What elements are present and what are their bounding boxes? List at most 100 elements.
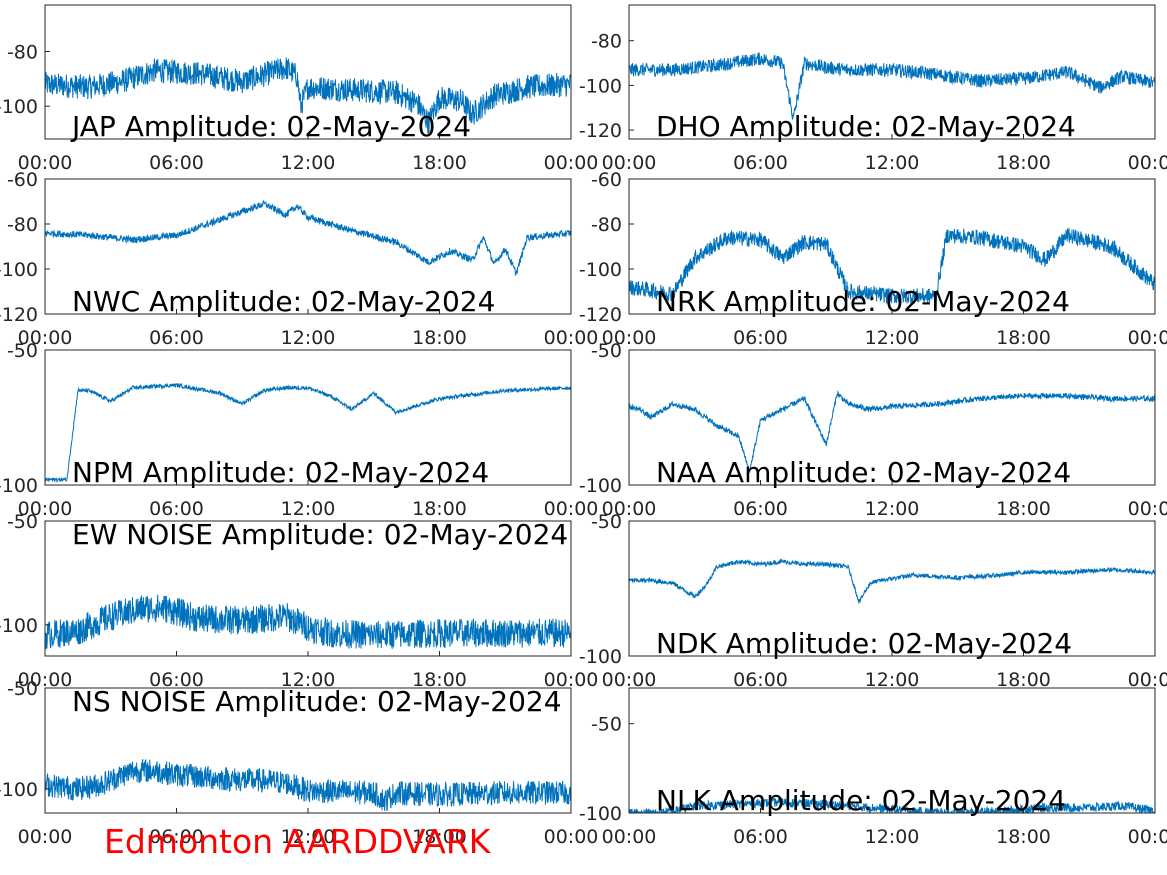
chart-panel: 00:00 06:00 12:00 18:00 00:00 -50 -100 NLK Ampl… <box>579 687 1167 848</box>
x-tick-label: 00:00 <box>18 826 73 848</box>
chart-title: NS NOISE Amplitude: 02-May-2024 <box>72 685 562 718</box>
x-tick-label: 00:00 <box>544 669 599 691</box>
y-tick-label: -50 <box>591 714 622 736</box>
x-tick-label: 12:00 <box>281 327 336 349</box>
chart-panel: 00:00 06:00 12:00 18:00 00:00 -80 -100 JAP Ampl… <box>0 4 599 174</box>
chart-title: NRK Amplitude: 02-May-2024 <box>656 285 1070 318</box>
chart-panel: 00:00 06:00 12:00 18:00 00:00 -50 -100 NAA Ampl… <box>579 340 1167 520</box>
x-tick-label: 18:00 <box>412 152 467 174</box>
chart-title: NPM Amplitude: 02-May-2024 <box>72 456 489 489</box>
chart-panel: 00:00 06:00 12:00 18:00 00:00 -50 -100 NDK Ampl… <box>579 511 1167 691</box>
x-tick-label: 00:00 <box>1128 327 1167 349</box>
x-tick-label: 18:00 <box>412 826 467 848</box>
x-tick-label: 00:00 <box>602 152 657 174</box>
x-tick-label: 12:00 <box>865 669 920 691</box>
chart-title: NWC Amplitude: 02-May-2024 <box>72 285 495 318</box>
chart-title: EW NOISE Amplitude: 02-May-2024 <box>72 518 568 551</box>
x-tick-label: 12:00 <box>281 498 336 520</box>
amplitude-series-line <box>45 759 571 812</box>
y-tick-label: -50 <box>591 340 622 362</box>
y-tick-label: -60 <box>591 169 622 191</box>
x-tick-label: 00:00 <box>544 498 599 520</box>
amplitude-series-line <box>45 594 571 650</box>
x-tick-label: 00:00 <box>1128 669 1167 691</box>
y-tick-label: -100 <box>579 475 622 497</box>
x-tick-label: 12:00 <box>865 498 920 520</box>
chart-panel: 00:00 06:00 12:00 18:00 00:00 -50 -100 NPM Ampl… <box>0 340 598 520</box>
y-tick-label: -100 <box>579 646 622 668</box>
x-tick-label: 06:00 <box>733 826 788 848</box>
x-tick-label: 18:00 <box>412 498 467 520</box>
chart-panel: 00:00 06:00 12:00 18:00 00:00 -60 -80 -100 -120 N… <box>579 169 1167 349</box>
y-tick-label: -100 <box>579 259 622 281</box>
y-tick-label: -100 <box>0 779 38 801</box>
chart-panel: 00:00 06:00 12:00 18:00 00:00 -60 -80 -100 -120 N… <box>0 169 598 349</box>
chart-title: NLK Amplitude: 02-May-2024 <box>656 784 1066 817</box>
x-tick-label: 18:00 <box>996 327 1051 349</box>
y-tick-label: -100 <box>0 475 38 497</box>
y-tick-label: -120 <box>579 304 622 326</box>
y-tick-label: -80 <box>7 41 38 63</box>
x-tick-label: 00:00 <box>1128 152 1167 174</box>
x-tick-label: 06:00 <box>733 669 788 691</box>
x-tick-label: 12:00 <box>281 669 336 691</box>
chart-title: NDK Amplitude: 02-May-2024 <box>656 627 1072 660</box>
x-tick-label: 00:00 <box>18 152 73 174</box>
amplitude-series-line <box>45 200 571 276</box>
x-tick-label: 00:00 <box>602 826 657 848</box>
y-tick-label: -100 <box>0 259 38 281</box>
x-tick-label: 00:00 <box>1128 826 1167 848</box>
x-tick-label: 12:00 <box>865 327 920 349</box>
chart-title: JAP Amplitude: 02-May-2024 <box>70 110 471 143</box>
y-tick-label: -100 <box>0 96 38 118</box>
x-tick-label: 12:00 <box>281 152 336 174</box>
chart-panel: 00:00 06:00 12:00 18:00 00:00 -50 -100 NS NOISE… <box>0 678 598 848</box>
x-tick-label: 00:00 <box>544 327 599 349</box>
x-tick-label: 06:00 <box>733 498 788 520</box>
x-tick-label: 00:00 <box>544 152 599 174</box>
x-tick-label: 00:00 <box>602 327 657 349</box>
y-tick-label: -50 <box>7 678 38 700</box>
x-tick-label: 06:00 <box>149 826 204 848</box>
x-tick-label: 06:00 <box>149 327 204 349</box>
x-tick-label: 18:00 <box>996 152 1051 174</box>
x-tick-label: 00:00 <box>18 669 73 691</box>
y-tick-label: -60 <box>7 169 38 191</box>
y-tick-label: -100 <box>0 615 38 637</box>
x-tick-label: 06:00 <box>149 498 204 520</box>
x-tick-label: 12:00 <box>865 826 920 848</box>
x-tick-label: 06:00 <box>733 152 788 174</box>
x-tick-label: 12:00 <box>281 826 336 848</box>
x-tick-label: 18:00 <box>412 669 467 691</box>
y-tick-label: -120 <box>579 120 622 142</box>
y-tick-label: -80 <box>591 31 622 53</box>
x-tick-label: 06:00 <box>149 669 204 691</box>
x-tick-label: 06:00 <box>733 327 788 349</box>
x-tick-label: 18:00 <box>412 327 467 349</box>
amplitude-series-line <box>629 558 1155 605</box>
y-tick-label: -120 <box>0 304 38 326</box>
y-tick-label: -80 <box>591 214 622 236</box>
x-tick-label: 18:00 <box>996 669 1051 691</box>
x-tick-label: 00:00 <box>602 498 657 520</box>
amplitude-series-line <box>629 390 1155 473</box>
y-tick-label: -50 <box>591 511 622 533</box>
x-tick-label: 00:00 <box>602 669 657 691</box>
chart-title: NAA Amplitude: 02-May-2024 <box>656 456 1071 489</box>
chart-panel: 00:00 06:00 12:00 18:00 00:00 -80 -100 -120 DHO … <box>579 4 1167 174</box>
x-tick-label: 18:00 <box>996 826 1051 848</box>
y-tick-label: -50 <box>7 511 38 533</box>
amplitude-series-line <box>629 52 1155 121</box>
x-tick-label: 06:00 <box>149 152 204 174</box>
x-tick-label: 18:00 <box>996 498 1051 520</box>
amplitude-series-line <box>45 57 571 134</box>
y-tick-label: -80 <box>7 214 38 236</box>
x-tick-label: 12:00 <box>865 152 920 174</box>
y-tick-label: -100 <box>579 75 622 97</box>
x-tick-label: 00:00 <box>1128 498 1167 520</box>
y-tick-label: -50 <box>7 340 38 362</box>
amplitude-series-line <box>45 382 571 484</box>
x-tick-label: 00:00 <box>544 826 599 848</box>
x-tick-label: 00:00 <box>18 327 73 349</box>
